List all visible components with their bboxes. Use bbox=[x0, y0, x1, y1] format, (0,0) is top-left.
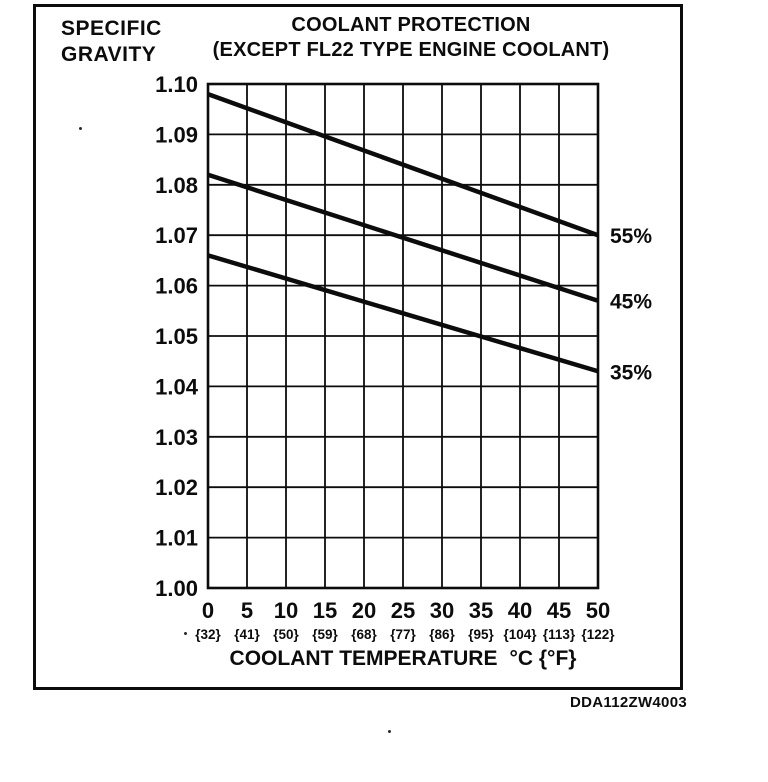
y-tick-label: 1.02 bbox=[155, 475, 198, 500]
x-tick-label-f: {77} bbox=[390, 627, 416, 642]
x-tick-label-f: {86} bbox=[429, 627, 455, 642]
y-tick-label: 1.08 bbox=[155, 173, 198, 198]
x-tick-label-c: 25 bbox=[391, 598, 415, 623]
x-tick-label-c: 50 bbox=[586, 598, 610, 623]
series-label-45%: 45% bbox=[610, 291, 652, 314]
x-tick-label-c: 15 bbox=[313, 598, 337, 623]
scan-speck bbox=[388, 730, 391, 733]
chart-title: COOLANT PROTECTION (EXCEPT FL22 TYPE ENG… bbox=[171, 13, 651, 63]
y-tick-label: 1.00 bbox=[155, 576, 198, 601]
x-tick-label-f: {68} bbox=[351, 627, 377, 642]
x-tick-label-f: {104} bbox=[503, 627, 537, 642]
scan-speck bbox=[79, 127, 82, 130]
x-tick-label-c: 45 bbox=[547, 598, 571, 623]
plot-border bbox=[206, 82, 600, 590]
y-tick-label: 1.04 bbox=[155, 374, 199, 399]
y-tick-label: 1.03 bbox=[155, 425, 198, 450]
y-tick-label: 1.01 bbox=[155, 526, 198, 551]
y-tick-label: 1.06 bbox=[155, 274, 198, 299]
x-tick-label-c: 35 bbox=[469, 598, 493, 623]
series-line-55% bbox=[207, 91, 599, 238]
x-tick-label-f: {122} bbox=[581, 627, 615, 642]
x-tick-label-c: 30 bbox=[430, 598, 454, 623]
scan-speck bbox=[184, 632, 187, 635]
figure-border bbox=[33, 4, 683, 690]
x-tick-label-f: {50} bbox=[273, 627, 299, 642]
chart-title-line2: (EXCEPT FL22 TYPE ENGINE COOLANT) bbox=[212, 39, 610, 61]
x-tick-label-f: {95} bbox=[468, 627, 494, 642]
series-line-45% bbox=[207, 172, 599, 303]
y-tick-label: 1.07 bbox=[155, 223, 198, 248]
figure-code: DDA112ZW4003 bbox=[570, 694, 687, 711]
y-tick-label: 1.10 bbox=[155, 72, 198, 97]
series-line-35% bbox=[207, 253, 599, 374]
chart-title-line1: COOLANT PROTECTION bbox=[291, 14, 531, 36]
x-tick-label-f: {32} bbox=[195, 627, 221, 642]
y-tick-label: 1.05 bbox=[155, 324, 198, 349]
y-axis-title-line2: GRAVITY bbox=[61, 43, 157, 66]
x-tick-label-c: 40 bbox=[508, 598, 532, 623]
y-tick-label: 1.09 bbox=[155, 122, 198, 147]
y-axis-title-line1: SPECIFIC bbox=[61, 17, 162, 40]
series-label-35%: 35% bbox=[610, 361, 652, 384]
y-axis-title: SPECIFIC GRAVITY bbox=[61, 16, 162, 68]
x-tick-label-c: 5 bbox=[241, 598, 253, 623]
x-tick-label-c: 0 bbox=[202, 598, 214, 623]
x-tick-label-f: {59} bbox=[312, 627, 338, 642]
series-label-55%: 55% bbox=[610, 225, 652, 248]
x-tick-label-c: 20 bbox=[352, 598, 376, 623]
x-tick-label-f: {113} bbox=[543, 627, 576, 642]
x-tick-label-c: 10 bbox=[274, 598, 298, 623]
x-tick-label-f: {41} bbox=[234, 627, 260, 642]
x-axis-title: COOLANT TEMPERATURE °C {°F} bbox=[230, 647, 577, 670]
